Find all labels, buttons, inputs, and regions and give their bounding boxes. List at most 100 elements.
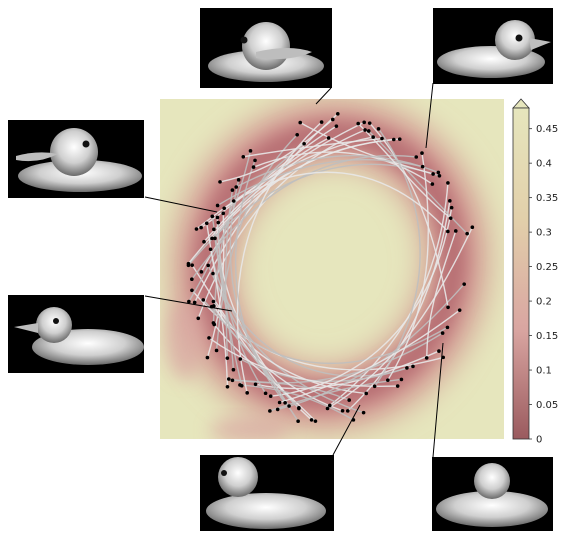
connector-lines — [144, 82, 444, 458]
trajectory-point — [186, 261, 191, 266]
trajectory-point — [436, 170, 441, 175]
trajectory-point — [190, 288, 194, 293]
trajectory-point — [196, 316, 201, 321]
trajectory-point — [448, 199, 452, 203]
trajectory-point — [362, 120, 366, 125]
duck-icon — [436, 463, 548, 527]
trajectory-point — [238, 357, 243, 361]
trajectory-point — [313, 419, 318, 423]
trajectory-point — [397, 137, 402, 141]
colorbar-tick-label: 0.25 — [536, 262, 558, 273]
trajectory-point — [395, 384, 400, 388]
trajectory-point — [245, 391, 249, 395]
trajectory-curve — [208, 337, 398, 387]
trajectory-curve — [236, 121, 323, 394]
trajectory-point — [230, 188, 235, 192]
trajectory-point — [302, 141, 306, 146]
trajectory-point — [295, 132, 299, 137]
colorbar-tick-label: 0.1 — [536, 366, 552, 377]
trajectory-point — [201, 298, 206, 302]
trajectory-point — [470, 225, 475, 230]
trajectory-point — [371, 135, 375, 139]
thumbnail-duck-bottom-right — [432, 457, 553, 531]
trajectory-point — [216, 220, 221, 225]
trajectory-point — [356, 121, 360, 126]
trajectory-point — [268, 394, 273, 399]
trajectory-point — [236, 178, 241, 182]
trajectory-point — [212, 322, 217, 327]
colorbar-bar — [512, 107, 530, 440]
connector-line — [144, 196, 218, 213]
trajectory-point — [399, 377, 404, 382]
trajectory-point — [268, 409, 272, 413]
trajectory-point — [226, 377, 231, 381]
trajectory-point — [411, 364, 415, 369]
trajectory-point — [347, 398, 351, 402]
trajectory-point — [221, 211, 226, 216]
trajectory-point — [215, 215, 220, 220]
colorbar-tick-label: 0.05 — [536, 400, 558, 411]
trajectory-point — [253, 382, 258, 387]
trajectory-curve — [211, 306, 448, 365]
trajectory-point — [298, 120, 303, 125]
trajectory-point — [453, 229, 458, 233]
connector-line — [315, 87, 332, 105]
colorbar-tick-label: 0.3 — [536, 228, 552, 239]
trajectory-point — [361, 410, 366, 415]
trajectory-point — [414, 155, 419, 159]
trajectory-point — [446, 181, 450, 185]
trajectory-point — [465, 231, 469, 236]
trajectory-point — [190, 263, 194, 267]
trajectory-point — [345, 409, 350, 413]
trajectory-point — [238, 383, 242, 387]
trajectory-point — [194, 227, 199, 231]
trajectory-point — [430, 182, 435, 186]
trajectory-point — [446, 229, 450, 234]
trajectory-point — [211, 304, 216, 308]
trajectory-point — [222, 206, 227, 211]
trajectory-point — [204, 221, 209, 226]
trajectory-point — [225, 356, 230, 360]
trajectory-point — [234, 185, 239, 189]
trajectory-point — [420, 151, 424, 155]
trajectory-point — [231, 199, 236, 203]
trajectory-points — [186, 112, 475, 423]
thumbnail-duck-bottom — [200, 455, 334, 531]
trajectory-curve — [369, 122, 449, 308]
trajectory-point — [205, 355, 210, 360]
colorbar-tick-label: 0 — [536, 435, 542, 446]
trajectory-point — [277, 400, 282, 405]
trajectory-curve — [217, 222, 267, 394]
colorbar-extend-arrow — [512, 98, 530, 109]
trajectory-curve — [206, 223, 229, 387]
trajectory-point — [202, 239, 206, 244]
trajectory-point — [296, 419, 300, 423]
trajectory-point — [309, 418, 314, 422]
trajectory-point — [372, 384, 377, 389]
trajectory-point — [366, 129, 371, 133]
connector-line — [144, 295, 233, 312]
trajectory-curve — [219, 118, 334, 183]
trajectory-curve — [187, 121, 365, 265]
connector-line — [432, 342, 444, 458]
trajectory-point — [420, 164, 425, 169]
trajectory-point — [330, 117, 335, 122]
trajectory-point — [212, 227, 216, 232]
trajectory-point — [297, 405, 301, 410]
trajectory-point — [424, 356, 429, 360]
colorbar-tick-label: 0.45 — [536, 124, 558, 135]
trajectory-point — [405, 366, 409, 370]
trajectory-point — [448, 216, 453, 220]
trajectory-curve — [425, 230, 457, 358]
colorbar-tick-label: 0.35 — [536, 193, 558, 204]
colorbar: 0 0.05 0.1 0.15 0.2 0.25 0.3 0.35 0.4 0.45 — [512, 98, 558, 446]
trajectory-curve — [200, 125, 337, 229]
thumbnail-duck-top-right — [433, 8, 553, 84]
duck-icon — [14, 307, 144, 365]
trajectory-curve — [299, 121, 434, 175]
trajectory-point — [431, 172, 435, 176]
trajectory-point — [449, 205, 454, 210]
colorbar-tick-label: 0.15 — [536, 331, 558, 342]
colorbar-ticks: 0 0.05 0.1 0.15 0.2 0.25 0.3 0.35 0.4 0.45 — [529, 124, 558, 446]
colorbar-tick-label: 0.2 — [536, 297, 552, 308]
